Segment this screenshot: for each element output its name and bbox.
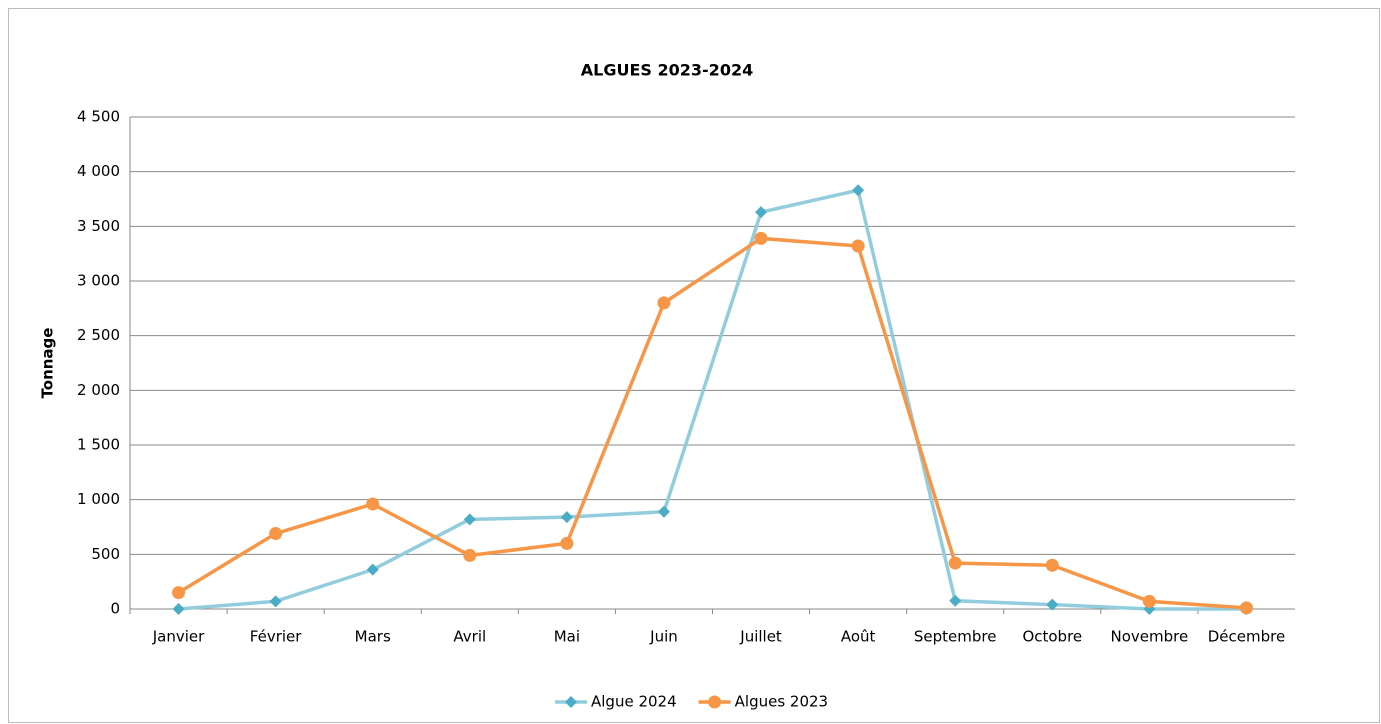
series-line	[177, 236, 1247, 610]
data-point	[560, 511, 573, 524]
y-tick-label: 3 500	[77, 217, 120, 235]
x-tick-label: Février	[250, 628, 302, 646]
data-point	[948, 556, 962, 570]
y-tick-label: 1 500	[77, 436, 120, 454]
x-tick-label: Octobre	[1022, 628, 1082, 646]
data-point	[657, 296, 671, 310]
data-point	[1045, 558, 1059, 572]
x-tick-label: Décembre	[1208, 628, 1285, 646]
x-tick-label: Septembre	[914, 628, 997, 646]
y-tick-label: 4 000	[77, 162, 120, 180]
y-tick-label: 500	[91, 545, 120, 563]
series-line	[178, 188, 1247, 611]
data-point	[1142, 594, 1156, 608]
legend-label: Algues 2023	[735, 693, 828, 711]
data-point	[657, 505, 670, 518]
y-tick-label: 1 000	[77, 490, 120, 508]
data-point	[366, 497, 380, 511]
y-tick-label: 2 500	[77, 326, 120, 344]
x-tick-label: Mars	[355, 628, 391, 646]
data-point	[172, 586, 186, 600]
x-tick-label: Janvier	[152, 628, 205, 646]
x-tick-label: Juin	[649, 628, 678, 646]
data-point	[949, 594, 962, 607]
data-point	[463, 548, 477, 562]
data-point	[269, 595, 282, 608]
data-point	[463, 513, 476, 526]
x-tick-label: Novembre	[1111, 628, 1189, 646]
y-tick-label: 0	[110, 600, 120, 618]
x-tick-label: Juillet	[739, 628, 782, 646]
data-point	[851, 239, 865, 253]
y-axis-label: Tonnage	[39, 328, 57, 399]
legend-marker	[708, 695, 722, 709]
data-point	[1239, 601, 1253, 615]
legend-marker	[565, 696, 577, 708]
x-tick-label: Avril	[453, 628, 486, 646]
x-tick-label: Mai	[554, 628, 580, 646]
data-point	[852, 184, 865, 197]
data-point	[269, 527, 283, 541]
data-point	[754, 231, 768, 245]
x-tick-label: Août	[841, 628, 876, 646]
data-point	[1046, 598, 1059, 611]
data-point	[366, 563, 379, 576]
data-point	[172, 603, 185, 615]
y-tick-label: 3 000	[77, 272, 120, 290]
legend-label: Algue 2024	[591, 693, 677, 711]
y-tick-label: 2 000	[77, 381, 120, 399]
chart-border	[8, 8, 1380, 723]
y-tick-label: 4 500	[77, 108, 120, 126]
chart-title: ALGUES 2023-2024	[581, 61, 753, 80]
data-point	[560, 536, 574, 550]
data-point	[755, 206, 768, 219]
